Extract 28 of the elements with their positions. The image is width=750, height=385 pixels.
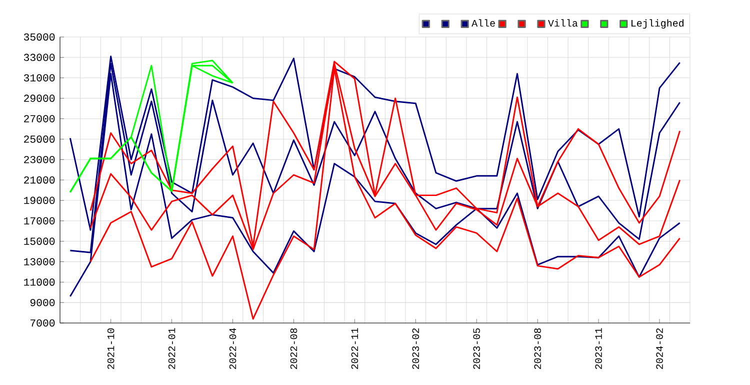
- y-tick-label: 33000: [24, 54, 55, 62]
- y-tick-label: 21000: [24, 176, 55, 184]
- x-tick-label: 2022-08: [290, 328, 298, 369]
- x-tick-label: 2022-01: [168, 328, 176, 369]
- y-tick-label: 17000: [24, 217, 55, 224]
- x-tick-label: 2021-10: [107, 328, 114, 369]
- y-tick-label: 11000: [24, 278, 55, 286]
- y-tick-label: 9000: [30, 298, 55, 306]
- x-tick-label: 2022-04: [229, 328, 236, 369]
- legend-label: Alle: [472, 19, 495, 27]
- x-tick-label: 2023-08: [534, 328, 541, 369]
- y-tick-label: 13000: [24, 258, 55, 266]
- legend-label: Villa: [548, 19, 578, 27]
- x-tick-label: 2023-02: [412, 328, 420, 369]
- y-tick-label: 7000: [30, 319, 55, 327]
- y-tick-label: 23000: [24, 156, 55, 164]
- y-tick-label: 27000: [24, 115, 55, 122]
- x-tick-label: 2023-11: [595, 328, 602, 369]
- x-tick-label: 2022-11: [351, 328, 358, 369]
- x-tick-label: 2023-05: [473, 328, 480, 369]
- y-tick-label: 19000: [24, 196, 55, 204]
- y-tick-label: 35000: [24, 33, 55, 41]
- y-tick-label: 25000: [24, 136, 55, 143]
- y-tick-label: 29000: [24, 94, 55, 102]
- y-tick-label: 31000: [24, 74, 55, 82]
- y-tick-label: 15000: [24, 238, 55, 245]
- legend-label: Lejlighed: [632, 19, 684, 29]
- x-tick-label: 2024-02: [656, 328, 663, 369]
